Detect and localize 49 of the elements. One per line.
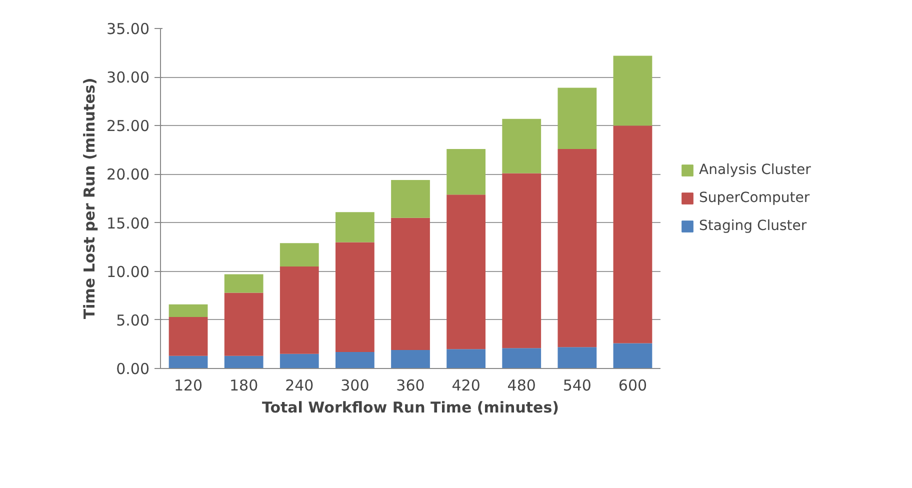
y-tick-label: 35.00 <box>106 20 150 38</box>
x-tick-label: 540 <box>562 376 592 394</box>
legend-label: SuperComputer <box>699 190 810 206</box>
x-tick-label: 180 <box>230 376 258 394</box>
y-tick-label: 5.00 <box>116 311 150 330</box>
bar <box>391 350 430 368</box>
x-axis-title: Total Workflow Run Time (minutes) <box>262 398 560 416</box>
bar <box>502 348 542 368</box>
bar <box>336 242 374 352</box>
x-tick-label: 420 <box>452 376 480 394</box>
bar <box>280 266 319 354</box>
bar <box>224 292 264 356</box>
y-tick-label: 30.00 <box>106 68 150 87</box>
y-axis-title: Time Lost per Run (minutes) <box>80 78 99 320</box>
bar <box>502 173 542 348</box>
bar <box>613 343 652 368</box>
bar <box>446 194 486 350</box>
bar <box>613 126 652 344</box>
y-tick-label: 15.00 <box>106 214 150 232</box>
bar <box>224 356 264 368</box>
bar <box>391 218 430 350</box>
bar <box>168 304 208 318</box>
legend-label: Staging Cluster <box>699 218 807 234</box>
bar <box>168 317 208 356</box>
bar <box>558 88 597 149</box>
bar <box>336 352 374 368</box>
y-tick-label: 20.00 <box>106 166 150 184</box>
bar <box>280 354 319 368</box>
legend-label: Analysis Cluster <box>699 162 811 178</box>
bar <box>446 349 486 368</box>
bar <box>613 56 652 126</box>
bar <box>558 148 597 348</box>
bar <box>558 347 597 368</box>
bar <box>446 148 486 195</box>
y-tick-label: 10.00 <box>106 262 150 281</box>
x-tick-label: 600 <box>618 376 648 394</box>
x-tick-label: 120 <box>174 376 203 394</box>
x-tick-label: 240 <box>285 376 314 394</box>
x-tick-label: 360 <box>396 376 425 394</box>
bar <box>502 118 542 174</box>
bar <box>224 274 264 293</box>
bar <box>336 212 374 242</box>
x-tick-label: 300 <box>340 376 370 394</box>
y-tick-label: 0.00 <box>116 360 150 378</box>
bar <box>168 356 208 368</box>
y-tick-label: 25.00 <box>106 117 150 136</box>
bar <box>280 243 319 266</box>
bar <box>391 180 430 218</box>
x-tick-label: 480 <box>507 376 536 394</box>
